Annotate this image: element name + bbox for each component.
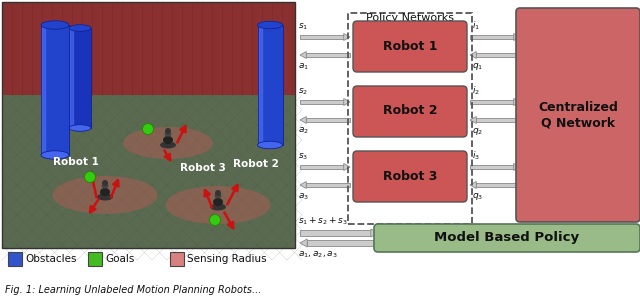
Text: Robot 3: Robot 3 [180,163,226,173]
Text: Robot 2: Robot 2 [233,159,279,169]
FancyBboxPatch shape [307,182,350,188]
Polygon shape [300,116,307,124]
FancyBboxPatch shape [41,25,69,155]
Ellipse shape [164,132,172,136]
Circle shape [209,215,221,225]
Text: Model Based Policy: Model Based Policy [435,231,580,245]
FancyBboxPatch shape [8,252,22,266]
Text: Robot 3: Robot 3 [383,169,437,182]
Text: $q_1$: $q_1$ [472,61,483,72]
FancyBboxPatch shape [353,86,467,137]
Circle shape [84,171,95,182]
Polygon shape [344,164,350,171]
Text: $a_2$: $a_2$ [298,126,309,136]
Text: $s_2$: $s_2$ [298,86,308,97]
FancyBboxPatch shape [257,25,282,145]
Text: $s_3$: $s_3$ [298,152,308,162]
Text: Sensing Radius: Sensing Radius [187,254,267,264]
FancyBboxPatch shape [307,118,350,122]
FancyBboxPatch shape [353,151,467,202]
Text: Fig. 1: Learning Unlabeled Motion Planning Robots...: Fig. 1: Learning Unlabeled Motion Planni… [5,285,261,295]
Circle shape [215,190,221,196]
FancyBboxPatch shape [470,100,514,105]
Ellipse shape [69,125,91,131]
FancyBboxPatch shape [476,118,520,122]
Ellipse shape [213,198,223,206]
Polygon shape [470,181,476,188]
FancyBboxPatch shape [470,165,514,169]
Text: $s_1$: $s_1$ [298,22,308,32]
FancyBboxPatch shape [2,2,295,95]
Text: $q_3$: $q_3$ [472,191,483,202]
Ellipse shape [257,141,282,149]
FancyBboxPatch shape [374,224,640,252]
FancyBboxPatch shape [300,165,344,169]
Text: $i_1$: $i_1$ [472,19,480,32]
Text: $i_2$: $i_2$ [472,85,480,97]
Polygon shape [371,229,378,237]
Ellipse shape [100,188,110,196]
Text: Robot 2: Robot 2 [383,105,437,118]
Text: Robot 1: Robot 1 [383,39,437,52]
Ellipse shape [41,151,69,159]
Polygon shape [344,34,350,41]
Text: Obstacles: Obstacles [25,254,77,264]
Circle shape [102,180,108,186]
Polygon shape [470,52,476,58]
Polygon shape [514,98,520,105]
Text: Robot 1: Robot 1 [53,157,99,167]
Text: $s_1 + s_2 + s_3$: $s_1 + s_2 + s_3$ [298,215,348,227]
FancyBboxPatch shape [307,52,350,58]
Ellipse shape [210,204,226,211]
Ellipse shape [69,25,91,31]
FancyBboxPatch shape [88,252,102,266]
FancyBboxPatch shape [516,8,640,222]
FancyBboxPatch shape [470,35,514,39]
Polygon shape [300,52,307,58]
FancyBboxPatch shape [307,240,378,246]
Ellipse shape [163,136,173,144]
Text: $i_3$: $i_3$ [472,149,480,162]
Ellipse shape [52,176,157,214]
FancyBboxPatch shape [300,230,371,236]
FancyBboxPatch shape [69,28,91,128]
FancyBboxPatch shape [300,35,344,39]
Polygon shape [514,164,520,171]
Polygon shape [300,181,307,188]
Circle shape [143,124,154,135]
Ellipse shape [160,142,176,148]
Polygon shape [470,116,476,124]
Polygon shape [514,34,520,41]
FancyBboxPatch shape [170,252,184,266]
Circle shape [165,128,171,134]
FancyBboxPatch shape [353,21,467,72]
Ellipse shape [214,194,221,198]
FancyBboxPatch shape [300,100,344,105]
Text: Goals: Goals [105,254,134,264]
Ellipse shape [97,194,113,201]
Ellipse shape [102,184,109,188]
FancyBboxPatch shape [476,182,520,188]
FancyBboxPatch shape [476,52,520,58]
Ellipse shape [257,21,282,29]
Text: $a_3$: $a_3$ [298,191,309,201]
Text: $q_2$: $q_2$ [472,126,483,137]
Text: $a_1, a_2, a_3$: $a_1, a_2, a_3$ [298,249,338,259]
Text: Centralized
Q Network: Centralized Q Network [538,101,618,129]
FancyBboxPatch shape [2,2,295,248]
Ellipse shape [41,21,69,29]
Text: $a_1$: $a_1$ [298,61,309,72]
Polygon shape [300,239,307,247]
Ellipse shape [166,186,271,224]
Text: Policy Networks: Policy Networks [366,13,454,23]
Polygon shape [344,98,350,105]
Ellipse shape [123,127,213,159]
